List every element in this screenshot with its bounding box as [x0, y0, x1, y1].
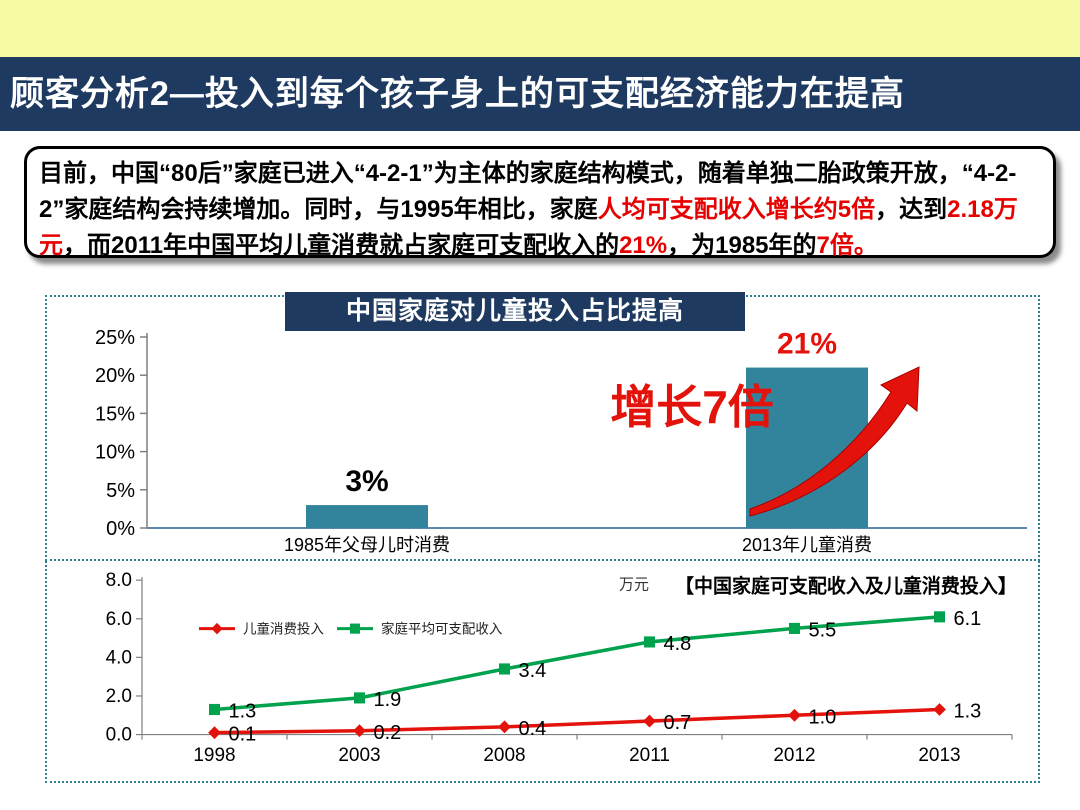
data-point-label: 1.3: [954, 700, 982, 722]
data-point: [209, 703, 220, 716]
x-category-label: 2012: [773, 745, 815, 766]
legend-label: 儿童消费投入: [243, 621, 324, 637]
intro-segment: 目前，中国“80后”家庭已进入“4-2-1”为主体的家庭结构模式，随着单独二胎政…: [39, 160, 1017, 223]
data-point: [498, 720, 511, 734]
y-tick-label: 4.0: [106, 647, 132, 668]
series-line-儿童消费投入: [214, 707, 940, 735]
data-point-label: 3.4: [519, 660, 547, 682]
intro-segment: ，达到: [875, 196, 948, 223]
data-point: [643, 714, 656, 728]
data-point: [934, 611, 945, 623]
data-point: [933, 703, 946, 716]
legend-marker-diamond: [211, 622, 223, 635]
y-tick-label: 6.0: [106, 609, 132, 630]
intro-highlight: 7倍。: [816, 232, 878, 259]
x-category-label: 1998: [193, 745, 235, 766]
growth-annotation: 增长7倍: [610, 381, 774, 433]
series-line-家庭平均可支配收入: [214, 615, 940, 712]
header-band: 顾客分析2—投入到每个孩子身上的可支配经济能力在提高: [0, 57, 1080, 131]
y-tick-label: 20%: [95, 365, 135, 387]
data-point-label: 5.5: [809, 619, 837, 641]
data-point-label: 1.9: [374, 689, 402, 711]
data-point-label: 0.4: [519, 718, 547, 740]
y-tick-label: 5%: [106, 480, 135, 502]
bar-category-label: 2013年儿童消费: [742, 535, 872, 555]
data-point: [788, 708, 801, 722]
bar-chart-title: 中国家庭对儿童投入占比提高: [285, 292, 745, 331]
data-point: [354, 692, 365, 704]
bar-chart-panel: 0% 5% 10% 15% 20% 25% 3% 1985年父母儿时消费 21% 2013年儿童消…: [45, 295, 1040, 561]
bar-value-label: 21%: [777, 328, 837, 361]
intro-highlight: 2.18万元: [39, 196, 1018, 259]
data-point-label: 6.1: [954, 608, 982, 630]
unit-label: 万元: [619, 576, 649, 593]
line-chart: 0.0 2.0 4.0 6.0 8.0 1998 2003 2008 2011 2012 2013 万…: [106, 570, 1017, 766]
data-point-label: 1.3: [229, 700, 257, 722]
intro-segment: ，为1985年的: [667, 232, 817, 259]
intro-highlight: 21%: [619, 232, 668, 259]
data-point-label: 0.1: [229, 724, 257, 746]
legend-label: 家庭平均可支配收入: [381, 621, 503, 637]
intro-highlight: 人均可支配收入增长约5倍: [597, 196, 876, 223]
line-chart-panel: 0.0 2.0 4.0 6.0 8.0 1998 2003 2008 2011 2012 2013 万…: [45, 561, 1040, 783]
y-tick-label: 0.0: [106, 725, 132, 746]
intro-box: 目前，中国“80后”家庭已进入“4-2-1”为主体的家庭结构模式，随着单独二胎政…: [24, 146, 1056, 259]
x-category-label: 2008: [483, 745, 525, 766]
y-tick-label: 0%: [106, 518, 135, 540]
page-title: 顾客分析2—投入到每个孩子身上的可支配经济能力在提高: [10, 75, 905, 113]
x-category-label: 2003: [338, 745, 380, 766]
bar-category-label: 1985年父母儿时消费: [284, 535, 450, 555]
y-tick-label: 10%: [95, 442, 135, 464]
data-point-label: 4.8: [664, 633, 692, 655]
data-point: [208, 726, 221, 740]
bar-0: [306, 505, 428, 528]
intro-text: 目前，中国“80后”家庭已进入“4-2-1”为主体的家庭结构模式，随着单独二胎政…: [39, 156, 1041, 264]
growth-arrow: [749, 366, 920, 517]
y-tick-label: 25%: [95, 327, 135, 349]
bar-chart: 0% 5% 10% 15% 20% 25% 3% 1985年父母儿时消费 21% 2013年儿童消…: [95, 327, 1027, 555]
line-chart-title: 【中国家庭可支配收入及儿童消费投入】: [675, 574, 1017, 597]
data-point-label: 1.0: [809, 706, 837, 728]
y-tick-label: 8.0: [106, 570, 132, 591]
y-tick-label: 15%: [95, 403, 135, 425]
data-point-label: 0.7: [664, 712, 692, 734]
data-point: [499, 663, 510, 675]
y-tick-label: 2.0: [106, 686, 132, 707]
x-category-label: 2011: [629, 745, 670, 766]
x-category-label: 2013: [918, 745, 960, 766]
top-yellow-band: [0, 0, 1080, 57]
legend-marker-square: [350, 623, 360, 634]
data-point: [644, 636, 655, 648]
data-point-label: 0.2: [374, 722, 402, 744]
bar-value-label: 3%: [345, 465, 388, 498]
data-point: [789, 622, 800, 634]
data-point: [353, 724, 366, 738]
intro-segment: ，而2011年中国平均儿童消费就占家庭可支配收入的: [63, 232, 620, 259]
